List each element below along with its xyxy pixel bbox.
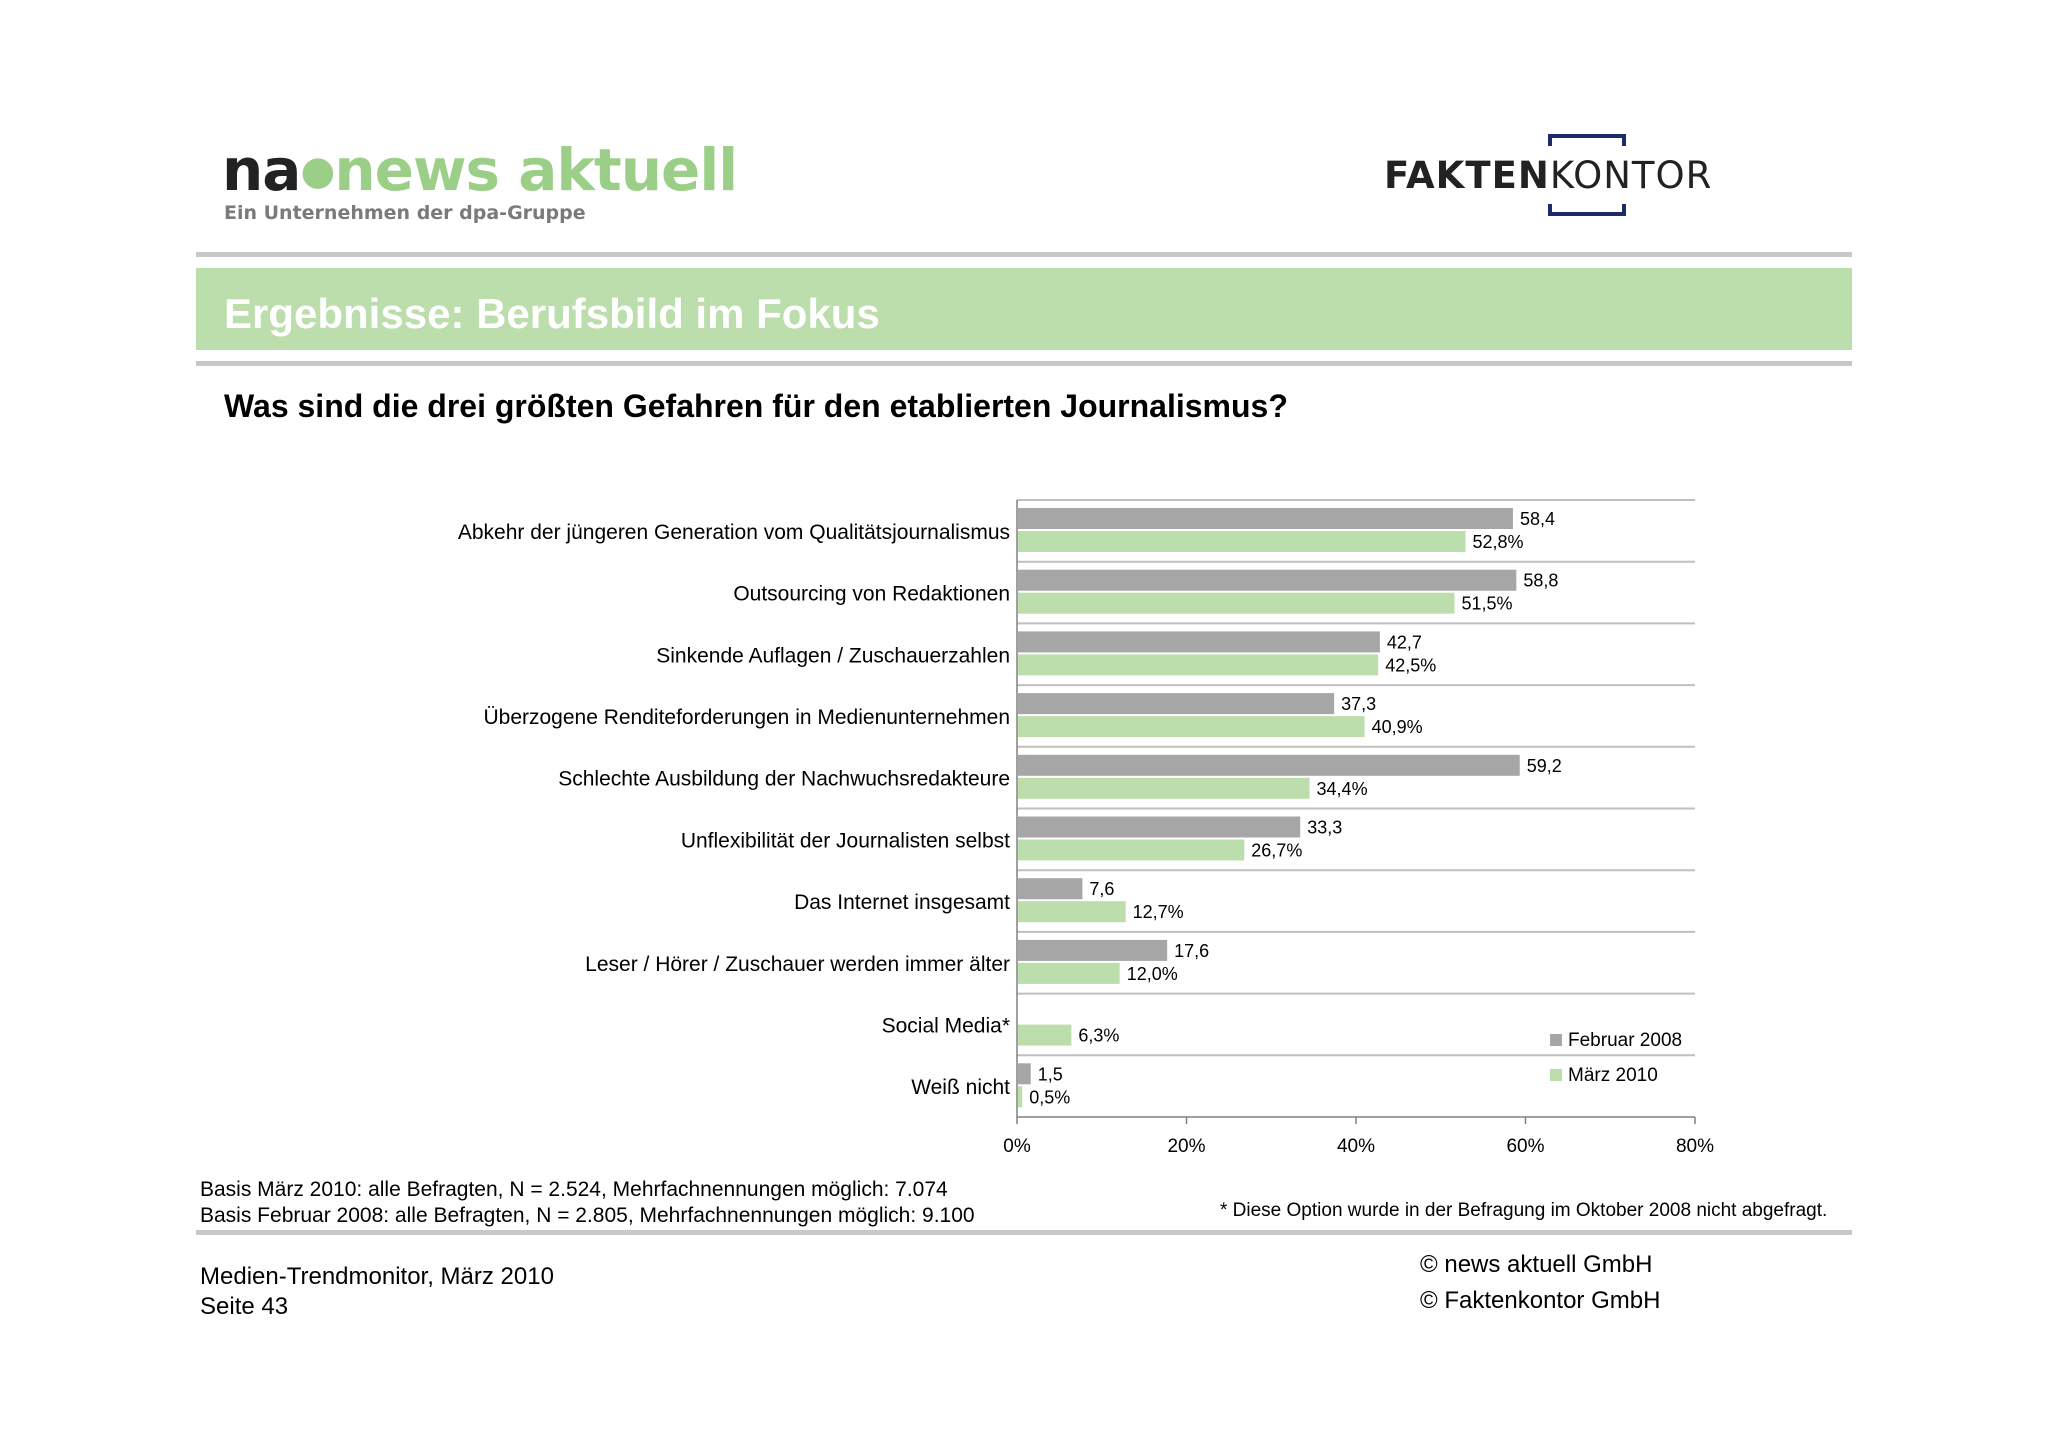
logo-fakten-text: FAKTEN [1384,154,1550,197]
logo-kontor-text: KONTOR [1549,154,1713,197]
footer-page-number: Seite 43 [200,1293,289,1320]
logo-subtitle: Ein Unternehmen der dpa-Gruppe [224,202,586,224]
data-label: 17,6 [1174,941,1209,961]
data-label: 37,3 [1341,694,1376,714]
banner-title: Ergebnisse: Berufsbild im Fokus [224,290,880,337]
bar-februar-2008 [1018,508,1513,529]
bar-februar-2008 [1018,816,1301,838]
bar-maerz-2010 [1018,531,1466,552]
bar-februar-2008 [1018,693,1335,715]
x-tick-label: 20% [1167,1136,1205,1157]
bar-maerz-2010 [1018,716,1365,738]
faktenkontor-bracket-icon [1548,134,1626,216]
bar-chart: 0% 20% 40% 60% 80% Abkehr der jüngeren Genera… [458,499,1714,1157]
faktenkontor-logo: FAKTENKONTOR [1384,154,1712,198]
bar-maerz-2010 [1018,1086,1023,1108]
bar-maerz-2010 [1018,654,1379,676]
legend-swatch [1550,1034,1562,1046]
x-tick-label: 0% [1003,1136,1031,1157]
top-divider [196,252,1852,257]
category-label: Leser / Hörer / Zuschauer werden immer ä… [585,953,1010,976]
bar-maerz-2010 [1018,592,1455,614]
category-label: Überzogene Renditeforderungen in Medienu… [483,706,1010,729]
question-heading: Was sind die drei größten Gefahren für d… [224,388,1288,424]
data-label: 12,0% [1127,964,1178,984]
bar-maerz-2010 [1018,839,1245,861]
category-label: Schlechte Ausbildung der Nachwuchsredakt… [558,768,1010,791]
bar-februar-2008 [1018,939,1168,961]
category-label: Social Media* [882,1014,1010,1037]
data-label: 58,4 [1520,509,1555,529]
bar-februar-2008 [1018,569,1517,591]
data-label: 12,7% [1133,902,1184,922]
data-label: 42,5% [1385,655,1436,675]
bar-maerz-2010 [1018,962,1120,984]
logo-dot-icon: ● [300,148,335,194]
bar-februar-2008 [1018,754,1520,776]
bar-maerz-2010 [1018,901,1126,923]
basis-2008-note: Basis Februar 2008: alle Befragten, N = … [200,1204,975,1227]
bar-maerz-2010 [1018,1024,1072,1046]
data-label: 1,5 [1038,1064,1063,1084]
footer-copyright-news-aktuell: © news aktuell GmbH [1420,1251,1653,1278]
bar-februar-2008 [1018,878,1083,900]
data-label: 42,7 [1387,632,1422,652]
category-label: Abkehr der jüngeren Generation vom Quali… [458,521,1010,544]
data-label: 26,7% [1251,841,1302,861]
data-label: 34,4% [1317,779,1368,799]
data-label: 33,3 [1307,818,1342,838]
x-tick-label: 40% [1337,1136,1375,1157]
data-label: 51,5% [1461,594,1512,614]
option-footnote: * Diese Option wurde in der Befragung im… [1220,1200,1828,1221]
category-label: Weiß nicht [911,1076,1010,1099]
legend-swatch [1550,1069,1562,1081]
category-label: Outsourcing von Redaktionen [733,583,1010,606]
bar-februar-2008 [1018,631,1380,653]
category-label: Unflexibilität der Journalisten selbst [681,829,1010,852]
x-tick-label: 60% [1506,1136,1544,1157]
bar-maerz-2010 [1018,777,1310,799]
data-label: 0,5% [1029,1087,1070,1107]
legend-label: März 2010 [1568,1065,1658,1086]
category-label: Sinkende Auflagen / Zuschauerzahlen [656,644,1010,667]
category-label: Das Internet insgesamt [794,891,1010,914]
x-tick-label: 80% [1676,1136,1714,1157]
banner-divider [196,361,1852,366]
data-label: 40,9% [1372,717,1423,737]
data-label: 6,3% [1078,1026,1119,1046]
data-label: 7,6 [1089,879,1114,899]
logo-news-text: news aktuell [334,136,738,204]
bar-februar-2008 [1018,1063,1031,1085]
section-banner: Ergebnisse: Berufsbild im Fokus [196,268,1852,350]
legend-label: Februar 2008 [1568,1030,1682,1051]
logo-na-text: na [222,136,301,204]
footer-copyright-faktenkontor: © Faktenkontor GmbH [1420,1287,1661,1314]
footer-source: Medien-Trendmonitor, März 2010 [200,1263,554,1290]
basis-2010-note: Basis März 2010: alle Befragten, N = 2.5… [200,1178,948,1201]
news-aktuell-logo: na●news aktuell [222,136,738,209]
data-label: 59,2 [1527,756,1562,776]
data-label: 58,8 [1523,571,1558,591]
data-label: 52,8% [1472,532,1523,552]
footer-divider [196,1230,1852,1235]
